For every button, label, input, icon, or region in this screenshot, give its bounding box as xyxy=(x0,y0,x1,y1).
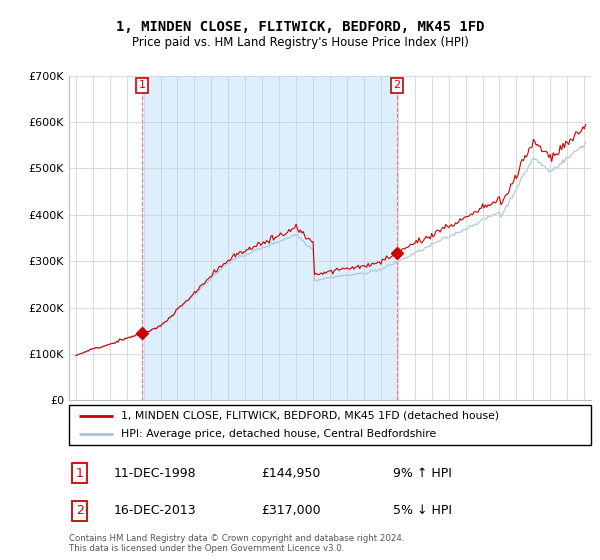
Text: 1: 1 xyxy=(76,466,84,480)
Text: Contains HM Land Registry data © Crown copyright and database right 2024.
This d: Contains HM Land Registry data © Crown c… xyxy=(69,534,404,553)
Text: 1, MINDEN CLOSE, FLITWICK, BEDFORD, MK45 1FD: 1, MINDEN CLOSE, FLITWICK, BEDFORD, MK45… xyxy=(116,20,484,34)
Text: 2: 2 xyxy=(76,504,84,517)
Text: 1: 1 xyxy=(139,81,146,91)
Bar xyxy=(142,76,397,400)
Text: £317,000: £317,000 xyxy=(261,504,320,517)
Text: 16-DEC-2013: 16-DEC-2013 xyxy=(114,504,197,517)
Text: 2: 2 xyxy=(394,81,401,91)
Text: 5% ↓ HPI: 5% ↓ HPI xyxy=(393,504,452,517)
Text: 9% ↑ HPI: 9% ↑ HPI xyxy=(393,466,452,480)
Text: 1, MINDEN CLOSE, FLITWICK, BEDFORD, MK45 1FD (detached house): 1, MINDEN CLOSE, FLITWICK, BEDFORD, MK45… xyxy=(121,411,499,421)
Text: £144,950: £144,950 xyxy=(261,466,320,480)
Text: 11-DEC-1998: 11-DEC-1998 xyxy=(114,466,197,480)
Text: HPI: Average price, detached house, Central Bedfordshire: HPI: Average price, detached house, Cent… xyxy=(121,430,436,439)
Text: Price paid vs. HM Land Registry's House Price Index (HPI): Price paid vs. HM Land Registry's House … xyxy=(131,36,469,49)
